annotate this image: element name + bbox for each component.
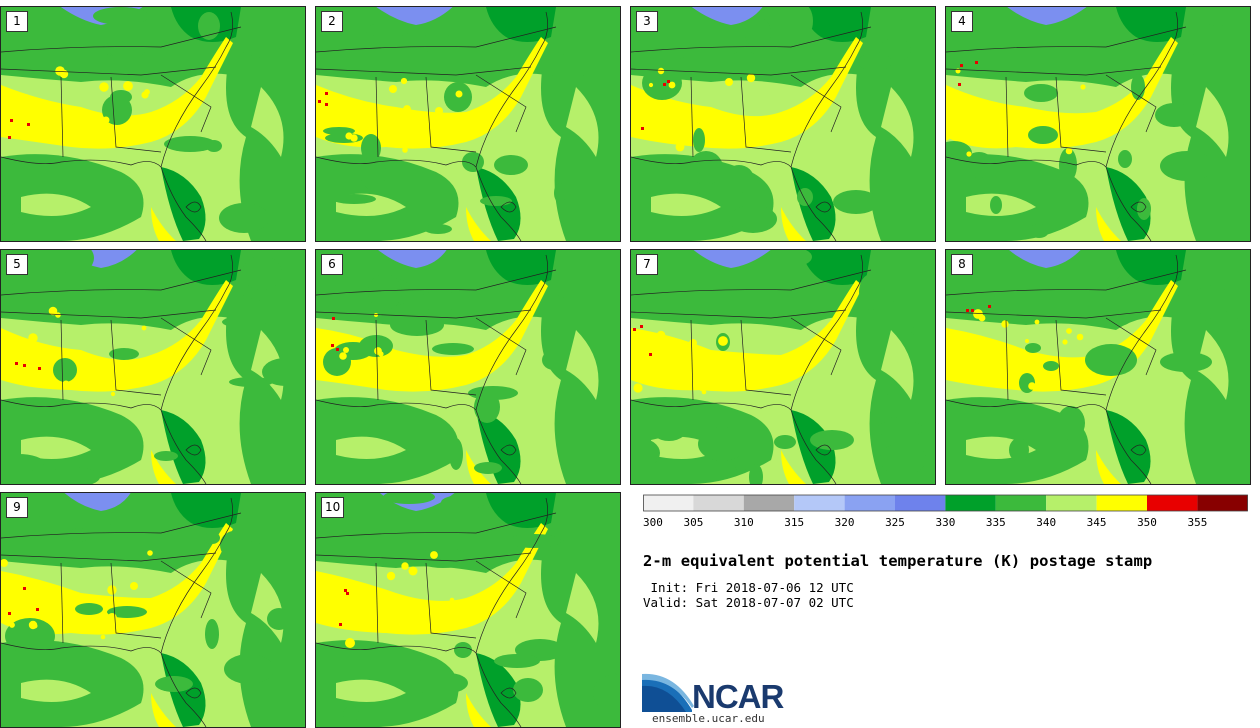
legend-border <box>643 494 1248 512</box>
stamp-number: 5 <box>6 254 28 275</box>
stamp-number: 1 <box>6 11 28 32</box>
legend-tick-label: 305 <box>683 516 703 529</box>
init-time: Init: Fri 2018-07-06 12 UTC <box>643 580 854 595</box>
legend-swatch-325 <box>895 495 946 511</box>
info-panel: 2-m equivalent potential temperature (K)… <box>643 552 1243 610</box>
stamp-number: 4 <box>951 11 973 32</box>
legend-tick-label: 300 <box>643 516 663 529</box>
legend-swatch-320 <box>844 495 895 511</box>
stamp-10: 10 <box>315 492 621 728</box>
map-field <box>946 250 1250 484</box>
map-field <box>316 493 620 727</box>
legend-swatch-345 <box>1096 495 1147 511</box>
stamp-5: 5 <box>0 249 306 485</box>
legend-swatch-330 <box>945 495 996 511</box>
legend-tick-label: 340 <box>1036 516 1056 529</box>
stamp-number: 8 <box>951 254 973 275</box>
map-field <box>316 7 620 241</box>
ncar-logo: NCAR ensemble.ucar.edu <box>642 670 822 728</box>
legend-tick-label: 310 <box>734 516 754 529</box>
legend-tick-label: 325 <box>885 516 905 529</box>
valid-time: Valid: Sat 2018-07-07 02 UTC <box>643 595 854 610</box>
map-field <box>1 7 305 241</box>
legend-tick-label: 345 <box>1087 516 1107 529</box>
legend-tick-label: 350 <box>1137 516 1157 529</box>
stamp-1: 1 <box>0 6 306 242</box>
logo-wordmark: NCAR <box>692 678 784 715</box>
stamp-8: 8 <box>945 249 1251 485</box>
legend-swatch-305 <box>693 495 744 511</box>
stamp-number: 2 <box>321 11 343 32</box>
stamp-2: 2 <box>315 6 621 242</box>
map-field <box>316 250 620 484</box>
logo-url: ensemble.ucar.edu <box>652 712 765 725</box>
legend-swatch-300 <box>643 495 694 511</box>
legend-tick-label: 355 <box>1187 516 1207 529</box>
legend-swatch-340 <box>1046 495 1097 511</box>
legend-tick-label: 330 <box>935 516 955 529</box>
ncar-swoosh-icon <box>642 673 694 712</box>
legend-tick-label: 335 <box>986 516 1006 529</box>
map-field <box>631 7 935 241</box>
stamp-number: 9 <box>6 497 28 518</box>
stamp-number: 7 <box>636 254 658 275</box>
legend-swatch-350 <box>1147 495 1198 511</box>
legend-swatch-310 <box>743 495 795 511</box>
legend-swatch-315 <box>794 495 845 511</box>
stamp-number: 3 <box>636 11 658 32</box>
stamp-number: 6 <box>321 254 343 275</box>
legend-tick-label: 320 <box>835 516 855 529</box>
stamp-3: 3 <box>630 6 936 242</box>
stamp-7: 7 <box>630 249 936 485</box>
stamp-4: 4 <box>945 6 1251 242</box>
chart-title: 2-m equivalent potential temperature (K)… <box>643 552 1153 570</box>
stamp-6: 6 <box>315 249 621 485</box>
map-field <box>631 250 935 484</box>
map-field <box>946 7 1250 241</box>
color-legend: 300 305 310 315 320 325 330 335 340 345 350 355 <box>643 494 1248 529</box>
map-field <box>1 250 305 484</box>
map-field <box>1 493 305 727</box>
stamp-9: 9 <box>0 492 306 728</box>
legend-swatch-355 <box>1197 495 1248 511</box>
stamp-number: 10 <box>321 497 345 518</box>
legend-swatch-335 <box>995 495 1047 511</box>
legend-tick-label: 315 <box>784 516 804 529</box>
